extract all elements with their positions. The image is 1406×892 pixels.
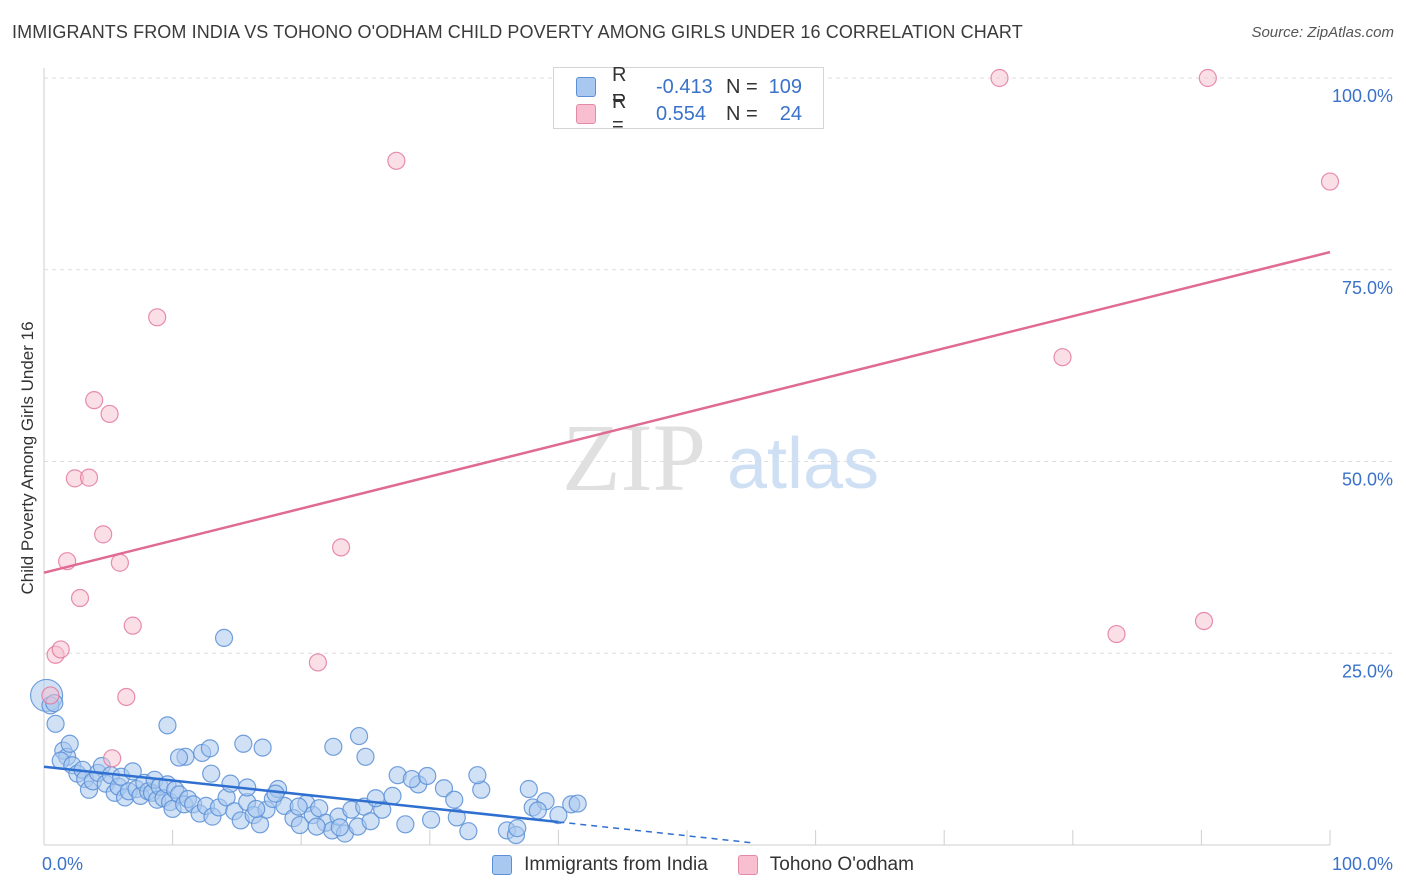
tohono-point bbox=[331, 538, 351, 557]
tohono-point bbox=[123, 616, 142, 635]
tohono-point bbox=[117, 687, 136, 707]
tick-labels: 25.0% 50.0% 75.0% 100.0% 0.0% 100.0% bbox=[42, 86, 1393, 874]
india-point bbox=[60, 734, 79, 753]
tohono-point bbox=[110, 553, 129, 572]
x-tick-label: 100.0% bbox=[1332, 854, 1393, 874]
legend-r-label: R = bbox=[612, 91, 627, 136]
tohono-point bbox=[100, 404, 119, 424]
tohono-point bbox=[990, 68, 1009, 88]
source-label: Source: ZipAtlas.com bbox=[1251, 24, 1394, 41]
legend-swatch-tohono bbox=[737, 855, 758, 875]
tohono-point bbox=[1107, 624, 1126, 644]
legend-n-value: 109 bbox=[768, 75, 802, 98]
india-trend-extension bbox=[558, 821, 752, 844]
india-point bbox=[549, 805, 568, 825]
tohono-point bbox=[79, 468, 99, 487]
india-point bbox=[200, 739, 219, 758]
india-point bbox=[434, 779, 454, 798]
india-trend-line bbox=[43, 765, 559, 824]
correlation-legend: R = -0.413 N = 109 R = 0.554 N = 24 bbox=[553, 64, 824, 136]
legend-swatch-india bbox=[576, 77, 596, 97]
india-point bbox=[445, 790, 464, 809]
x-tick-label: 0.0% bbox=[42, 854, 83, 874]
india-point bbox=[266, 784, 285, 803]
india-point bbox=[307, 817, 326, 836]
legend-swatch-tohono bbox=[576, 104, 596, 124]
tohono-point bbox=[1053, 348, 1072, 367]
tohono-point bbox=[387, 151, 406, 170]
india-point bbox=[421, 810, 441, 829]
india-point bbox=[169, 748, 189, 767]
india-point bbox=[158, 716, 177, 735]
tohono-point bbox=[51, 640, 70, 659]
india-point bbox=[361, 812, 380, 831]
india-point bbox=[234, 734, 253, 753]
y-tick-label: 100.0% bbox=[1332, 86, 1393, 106]
legend-item-tohono[interactable]: Tohono O'odham bbox=[737, 854, 914, 876]
legend-r-label: R = bbox=[612, 64, 627, 109]
tohono-point bbox=[1320, 172, 1340, 191]
india-point bbox=[324, 737, 343, 756]
india-point bbox=[330, 818, 349, 837]
y-tick-label: 75.0% bbox=[1342, 278, 1393, 298]
y-tick-label: 50.0% bbox=[1342, 470, 1393, 490]
tohono-point bbox=[148, 308, 167, 327]
tohono-point bbox=[103, 749, 122, 768]
grid-lines bbox=[44, 77, 1395, 654]
legend-label-tohono: Tohono O'odham bbox=[769, 854, 914, 875]
tohono-point bbox=[70, 588, 90, 608]
legend-n-label: N = bbox=[726, 102, 758, 125]
tohono-point bbox=[85, 391, 104, 410]
axes bbox=[43, 68, 1331, 846]
watermark-atlas: atlas bbox=[727, 424, 879, 504]
india-point bbox=[46, 714, 65, 733]
legend-n-value: 24 bbox=[779, 102, 802, 125]
india-point bbox=[508, 819, 527, 838]
tohono-point bbox=[41, 686, 60, 705]
india-point bbox=[349, 726, 369, 746]
watermark: ZIP atlas bbox=[562, 404, 879, 511]
tohono-point bbox=[1194, 611, 1214, 631]
india-point bbox=[383, 786, 402, 806]
india-point bbox=[396, 815, 415, 834]
india-point bbox=[356, 747, 375, 766]
legend-row-tohono: R = 0.554 N = 24 bbox=[576, 91, 802, 136]
series-legend: Immigrants from India Tohono O'odham bbox=[0, 851, 1406, 879]
series-india-points bbox=[29, 628, 587, 845]
india-point bbox=[447, 808, 466, 827]
tohono-point bbox=[1198, 68, 1217, 88]
india-point bbox=[519, 779, 538, 799]
legend-item-india[interactable]: Immigrants from India bbox=[492, 854, 708, 876]
india-point bbox=[214, 628, 234, 648]
series-tohono-points bbox=[41, 68, 1340, 768]
india-point bbox=[468, 766, 487, 785]
india-point bbox=[221, 774, 240, 793]
india-point bbox=[247, 799, 266, 819]
trend-lines bbox=[43, 250, 1331, 844]
tohono-point bbox=[94, 525, 113, 544]
legend-label-india: Immigrants from India bbox=[524, 854, 708, 875]
chart-title: IMMIGRANTS FROM INDIA VS TOHONO O'ODHAM … bbox=[12, 22, 1023, 42]
india-point bbox=[202, 764, 221, 783]
india-point bbox=[253, 738, 272, 757]
legend-r-value: -0.413 bbox=[656, 75, 713, 98]
legend-r-value: 0.554 bbox=[656, 102, 707, 125]
tohono-trend-line bbox=[43, 250, 1331, 574]
watermark-zip: ZIP bbox=[562, 404, 706, 511]
tohono-point bbox=[308, 653, 328, 672]
india-point bbox=[289, 797, 308, 816]
legend-row-india: R = -0.413 N = 109 bbox=[576, 64, 802, 109]
legend-n-label: N = bbox=[726, 75, 758, 98]
india-point bbox=[418, 766, 437, 786]
india-point bbox=[459, 822, 478, 841]
india-point bbox=[402, 769, 421, 789]
india-point bbox=[528, 801, 547, 820]
legend-swatch-india bbox=[492, 855, 513, 875]
y-tick-label: 25.0% bbox=[1342, 661, 1393, 681]
india-point bbox=[568, 794, 587, 813]
